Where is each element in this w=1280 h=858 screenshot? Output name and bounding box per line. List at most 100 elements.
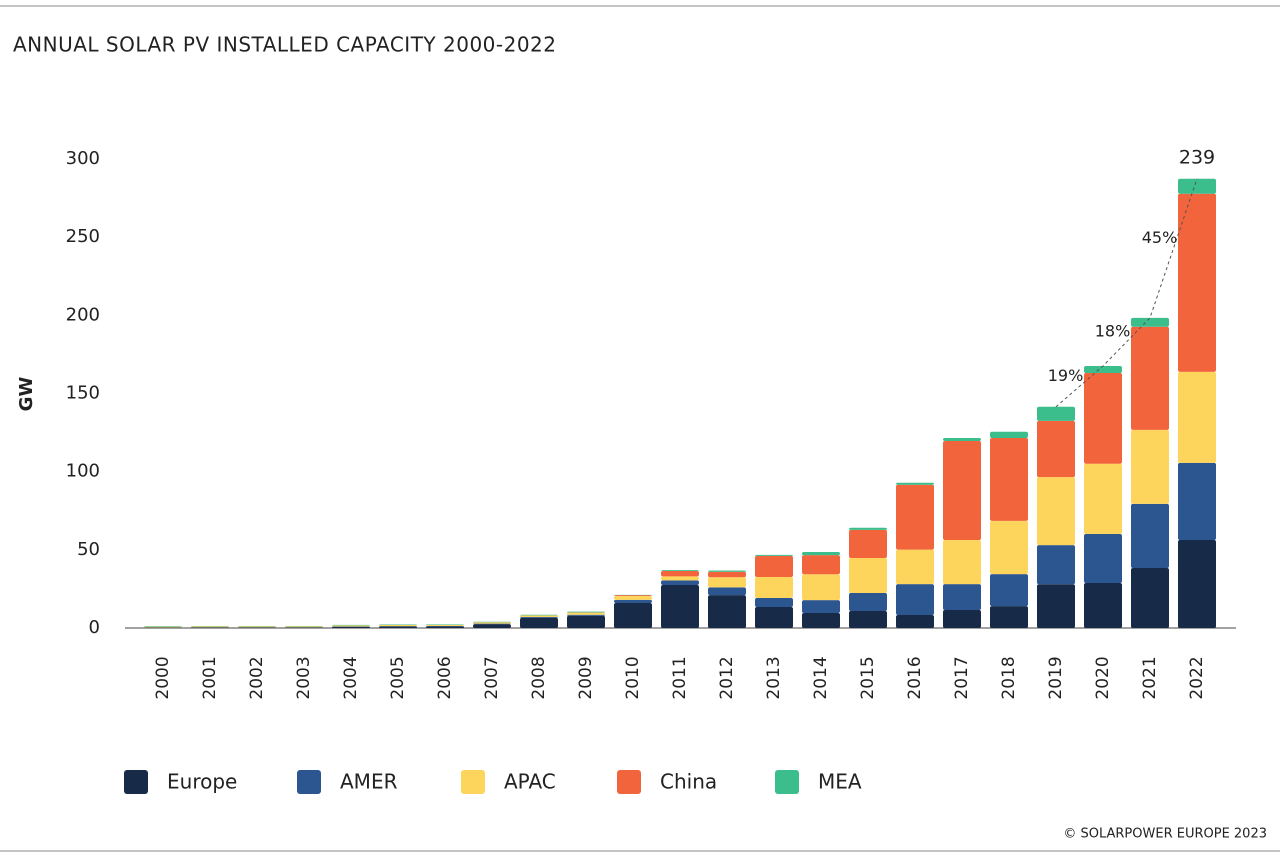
bar-segment: [896, 615, 934, 628]
y-tick-label: 0: [89, 617, 100, 638]
growth-trend-line: [1055, 178, 1198, 408]
bar-segment: [708, 587, 746, 596]
x-tick-label: 2016: [905, 656, 925, 699]
bar-segment: [755, 554, 793, 556]
x-tick-label: 2012: [717, 656, 737, 699]
bar-segment: [1131, 317, 1169, 327]
bar-segment: [708, 577, 746, 588]
bar-segment: [990, 574, 1028, 607]
bar-segment: [473, 622, 511, 624]
bar-segment: [520, 615, 558, 618]
x-tick-label: 2011: [670, 656, 690, 699]
x-tick-label: 2022: [1187, 656, 1207, 699]
bar-segment: [708, 570, 746, 572]
bar-segment: [896, 549, 934, 585]
bar-segment: [1178, 462, 1216, 540]
bar-segment: [1037, 420, 1075, 478]
x-tick-label: 2017: [952, 656, 972, 699]
bar-segment: [755, 607, 793, 628]
growth-label: 19%: [1048, 366, 1084, 385]
bar-segment: [1037, 406, 1075, 421]
bar-segment: [1037, 584, 1075, 628]
bar-segment: [1084, 463, 1122, 535]
bar-segment: [332, 626, 370, 628]
bar-segment: [1178, 193, 1216, 372]
bar-segment: [896, 584, 934, 616]
bar-segment: [379, 626, 417, 628]
bar-segment: [708, 571, 746, 578]
growth-label: 45%: [1142, 228, 1178, 247]
legend-swatch: [775, 770, 799, 794]
bar-segment: [379, 625, 417, 627]
bar-segment: [1178, 178, 1216, 194]
legend-swatch: [124, 770, 148, 794]
bar-segment: [1131, 429, 1169, 504]
bar-segment: [896, 482, 934, 485]
x-tick-label: 2019: [1046, 656, 1066, 699]
x-tick-label: 2009: [576, 656, 596, 699]
x-tick-label: 2007: [482, 656, 502, 699]
bar-segment: [661, 570, 699, 571]
bar-segment: [661, 576, 699, 581]
bar-segment: [755, 577, 793, 598]
source: © SOLARPOWER EUROPE 2023: [1063, 827, 1267, 842]
y-tick-label: 50: [77, 539, 100, 560]
bar-segment: [1084, 365, 1122, 374]
bar-segment: [849, 592, 887, 611]
bar-segment: [332, 625, 370, 627]
x-tick-label: 2015: [858, 656, 878, 699]
bar-segment: [567, 612, 605, 615]
x-tick-label: 2005: [388, 656, 408, 699]
legend-label: AMER: [340, 770, 398, 794]
bar-segment: [1084, 373, 1122, 464]
bar-segment: [661, 585, 699, 628]
bar-segment: [943, 438, 981, 442]
bar-segment: [238, 626, 276, 628]
bar-segment: [1084, 582, 1122, 628]
bar-segment: [1178, 539, 1216, 628]
bar-segment: [849, 557, 887, 593]
x-tick-label: 2000: [153, 656, 173, 699]
y-tick-label: 250: [66, 226, 100, 247]
x-tick-label: 2008: [529, 656, 549, 699]
bar-segment: [1131, 326, 1169, 430]
bar-segment: [1037, 545, 1075, 585]
bar-segment: [849, 529, 887, 558]
bar-segment: [567, 611, 605, 613]
bar-segment: [943, 584, 981, 611]
bar-segment: [943, 539, 981, 585]
legend-swatch: [461, 770, 485, 794]
bar-segment: [1131, 503, 1169, 568]
bar-segment: [755, 597, 793, 608]
bar-segment: [802, 600, 840, 613]
y-tick-label: 150: [66, 383, 100, 404]
bar-segment: [426, 626, 464, 628]
chart-title: ANNUAL SOLAR PV INSTALLED CAPACITY 2000-…: [13, 33, 557, 57]
bar-segment: [1131, 567, 1169, 628]
total-label: 239: [1179, 147, 1215, 169]
x-tick-label: 2020: [1093, 656, 1113, 699]
bar-segment: [520, 617, 558, 618]
x-tick-label: 2004: [341, 656, 361, 699]
bar-segment: [1084, 534, 1122, 583]
legend-label: APAC: [504, 770, 556, 794]
bar-segment: [1178, 371, 1216, 463]
bar-segment: [614, 602, 652, 628]
bar-segment: [849, 610, 887, 628]
bar-segment: [614, 595, 652, 596]
x-tick-label: 2010: [623, 656, 643, 699]
bar-segment: [755, 555, 793, 578]
bar-segment: [708, 595, 746, 628]
x-tick-label: 2002: [247, 656, 267, 699]
bar-segment: [661, 570, 699, 577]
x-tick-label: 2003: [294, 656, 314, 699]
bar-segment: [614, 599, 652, 603]
x-tick-label: 2001: [200, 656, 220, 699]
bar-segment: [849, 527, 887, 530]
bar-segment: [802, 555, 840, 575]
bar-segment: [191, 626, 229, 628]
legend-label: Europe: [167, 770, 237, 794]
x-tick-label: 2013: [764, 656, 784, 699]
bar-segment: [990, 606, 1028, 628]
